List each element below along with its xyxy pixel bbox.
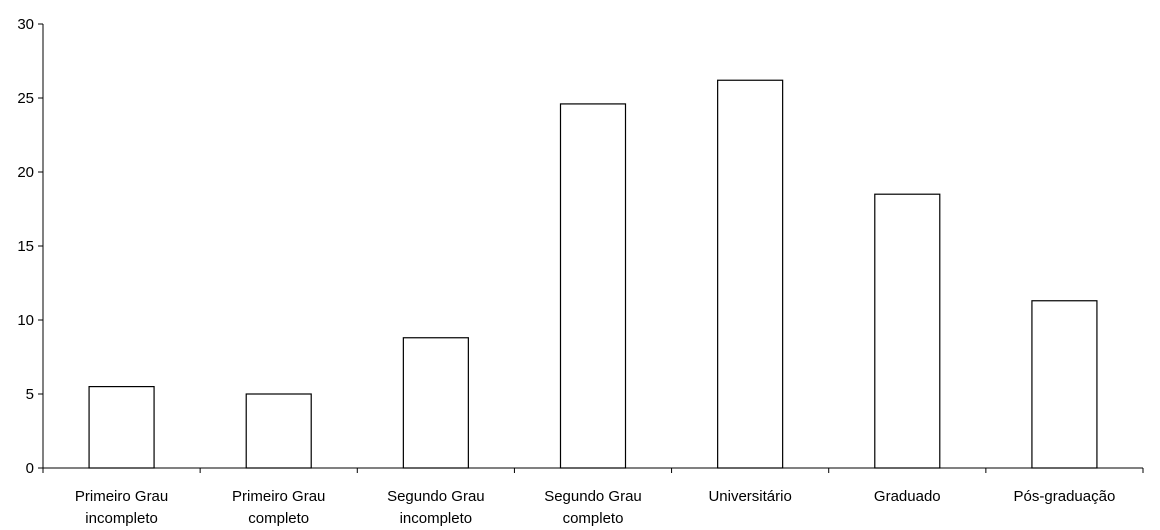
bar xyxy=(402,337,469,469)
category-label: Universitário xyxy=(708,488,791,505)
category-label-line: incompleto xyxy=(85,510,158,527)
y-tick-label: 25 xyxy=(17,90,34,107)
category-label: Segundo Grau incompleto xyxy=(387,488,485,527)
category-label-line: completo xyxy=(563,510,624,527)
bar xyxy=(245,393,312,469)
category-label: Primeiro Grau incompleto xyxy=(75,488,168,527)
bar-series xyxy=(88,79,1098,469)
category-label: Segundo Grau completo xyxy=(544,488,642,527)
y-tick-label: 0 xyxy=(26,460,34,477)
category-label-line: Primeiro Grau xyxy=(75,488,168,505)
bar xyxy=(874,193,941,469)
category-label-line: Segundo Grau xyxy=(544,488,642,505)
x-axis xyxy=(42,467,1144,473)
y-axis: 0 5 10 15 20 25 30 xyxy=(17,16,44,477)
category-label-line: incompleto xyxy=(400,510,473,527)
bar xyxy=(559,103,627,469)
category-label-line: completo xyxy=(248,510,309,527)
bar xyxy=(1031,300,1098,469)
y-tick-label: 10 xyxy=(17,312,34,329)
category-label-line: Universitário xyxy=(708,488,791,505)
y-tick-label: 5 xyxy=(26,386,34,403)
category-label: Graduado xyxy=(874,488,941,505)
category-label-line: Segundo Grau xyxy=(387,488,485,505)
bar xyxy=(717,79,784,469)
category-label: Pós-graduação xyxy=(1014,488,1116,505)
category-label-line: Pós-graduação xyxy=(1014,488,1116,505)
y-tick-label: 20 xyxy=(17,164,34,181)
category-label-line: Primeiro Grau xyxy=(232,488,325,505)
category-label-line: Graduado xyxy=(874,488,941,505)
y-tick-label: 15 xyxy=(17,238,34,255)
y-tick-label: 30 xyxy=(17,16,34,33)
bar xyxy=(88,386,155,469)
category-labels: Primeiro Grau incompleto Primeiro Grau comp… xyxy=(75,488,1115,527)
category-label: Primeiro Grau completo xyxy=(232,488,325,527)
